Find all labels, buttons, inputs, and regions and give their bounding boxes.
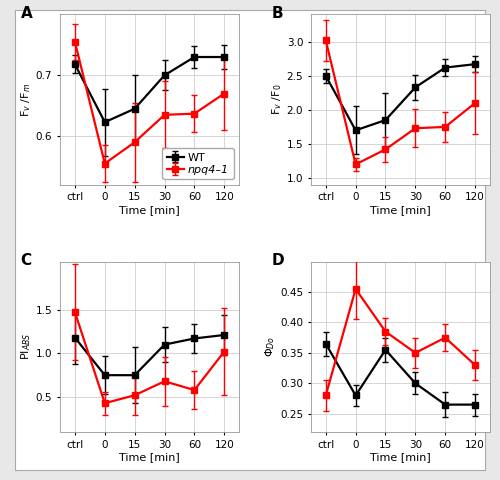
- Y-axis label: F$_{v}$ /F$_{m}$: F$_{v}$ /F$_{m}$: [20, 83, 33, 117]
- Text: A: A: [20, 6, 32, 21]
- Text: C: C: [20, 253, 32, 268]
- Y-axis label: Φ$_{Do}$: Φ$_{Do}$: [264, 336, 278, 358]
- X-axis label: Time [min]: Time [min]: [370, 205, 431, 215]
- Legend: WT, npq4–1: WT, npq4–1: [162, 148, 234, 180]
- X-axis label: Time [min]: Time [min]: [119, 453, 180, 462]
- Text: D: D: [272, 253, 284, 268]
- Y-axis label: PI$_{ABS}$: PI$_{ABS}$: [19, 333, 33, 360]
- X-axis label: Time [min]: Time [min]: [370, 453, 431, 462]
- Y-axis label: F$_{v}$ /F$_{0}$: F$_{v}$ /F$_{0}$: [270, 84, 284, 115]
- Text: B: B: [272, 6, 283, 21]
- X-axis label: Time [min]: Time [min]: [119, 205, 180, 215]
